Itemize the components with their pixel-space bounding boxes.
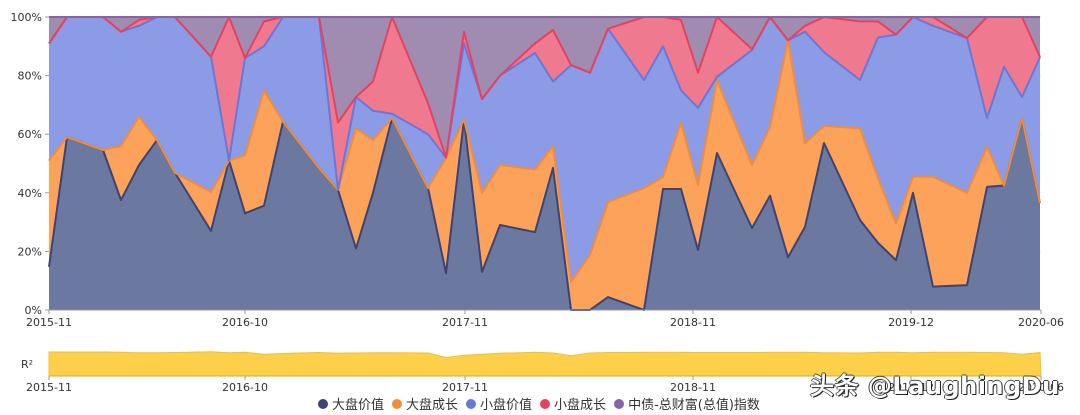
circle-icon bbox=[318, 398, 328, 409]
legend-item-large-value[interactable]: 大盘价值 bbox=[318, 394, 384, 413]
series-line bbox=[48, 117, 1041, 311]
legend-item-large-growth[interactable]: 大盘成长 bbox=[392, 394, 458, 413]
x-tick-label: 2016-10 bbox=[222, 316, 268, 329]
legend: 大盘价值 大盘成长 小盘价值 小盘成长 中债-总财富(总值)指数 bbox=[318, 394, 760, 413]
legend-item-bond-index[interactable]: 中债-总财富(总值)指数 bbox=[614, 394, 760, 413]
legend-label: 小盘价值 bbox=[480, 398, 533, 413]
legend-label: 大盘价值 bbox=[332, 398, 385, 413]
series-line bbox=[48, 16, 1041, 159]
y-tick-label: 80% bbox=[18, 70, 42, 83]
circle-icon bbox=[614, 398, 625, 409]
x-tick-label: 2019-12 bbox=[888, 316, 934, 329]
y-axis: 0% 20% 40% 60% 80% 100% bbox=[11, 11, 49, 317]
circle-icon bbox=[540, 398, 551, 409]
x-tick-label: 2015-11 bbox=[26, 316, 72, 329]
stacked-areas bbox=[48, 16, 1041, 311]
legend-label: 大盘成长 bbox=[406, 398, 459, 413]
area-layer bbox=[49, 17, 1040, 282]
x-tick-label: 2017-11 bbox=[442, 316, 488, 329]
y-tick-label: 100% bbox=[11, 11, 42, 24]
r2-x-tick-label: 2017-11 bbox=[442, 381, 488, 394]
r2-x-tick-label: 2016-10 bbox=[222, 381, 268, 394]
legend-item-small-growth[interactable]: 小盘成长 bbox=[540, 394, 606, 413]
y-tick-label: 20% bbox=[18, 245, 42, 258]
area-layer bbox=[49, 118, 1040, 310]
circle-icon bbox=[466, 398, 477, 409]
x-tick-label: 2018-11 bbox=[670, 316, 716, 329]
r2-subchart[interactable]: R² 2015-11 2016-10 2017-11 2018-11 2019-12 202… bbox=[21, 351, 1064, 394]
legend-label: 小盘成长 bbox=[554, 398, 607, 413]
area-layer bbox=[49, 40, 1040, 311]
x-axis: 2015-11 2016-10 2017-11 2018-11 2019-12 2020-… bbox=[26, 309, 1064, 329]
y-tick-label: 40% bbox=[18, 187, 42, 200]
y-tick-label: 0% bbox=[25, 304, 42, 317]
y-tick-label: 60% bbox=[18, 128, 42, 141]
series-line bbox=[48, 16, 1041, 191]
r2-x-tick-label: 2015-11 bbox=[26, 381, 72, 394]
r2-x-tick-label: 2020-06 bbox=[1018, 381, 1064, 394]
area-layer bbox=[49, 17, 1040, 190]
legend-item-small-value[interactable]: 小盘价值 bbox=[466, 394, 532, 413]
watermark: 头条 @LaughingDu bbox=[810, 372, 1060, 400]
series-line bbox=[48, 39, 1041, 283]
x-tick-label: 2020-06 bbox=[1018, 316, 1064, 329]
r2-label: R² bbox=[21, 358, 33, 371]
r2-x-tick-label: 2019-12 bbox=[888, 381, 934, 394]
circle-icon bbox=[392, 398, 403, 409]
legend-label: 中债-总财富(总值)指数 bbox=[628, 398, 760, 413]
r2-x-tick-label: 2018-11 bbox=[670, 381, 716, 394]
r2-area bbox=[48, 351, 1042, 377]
